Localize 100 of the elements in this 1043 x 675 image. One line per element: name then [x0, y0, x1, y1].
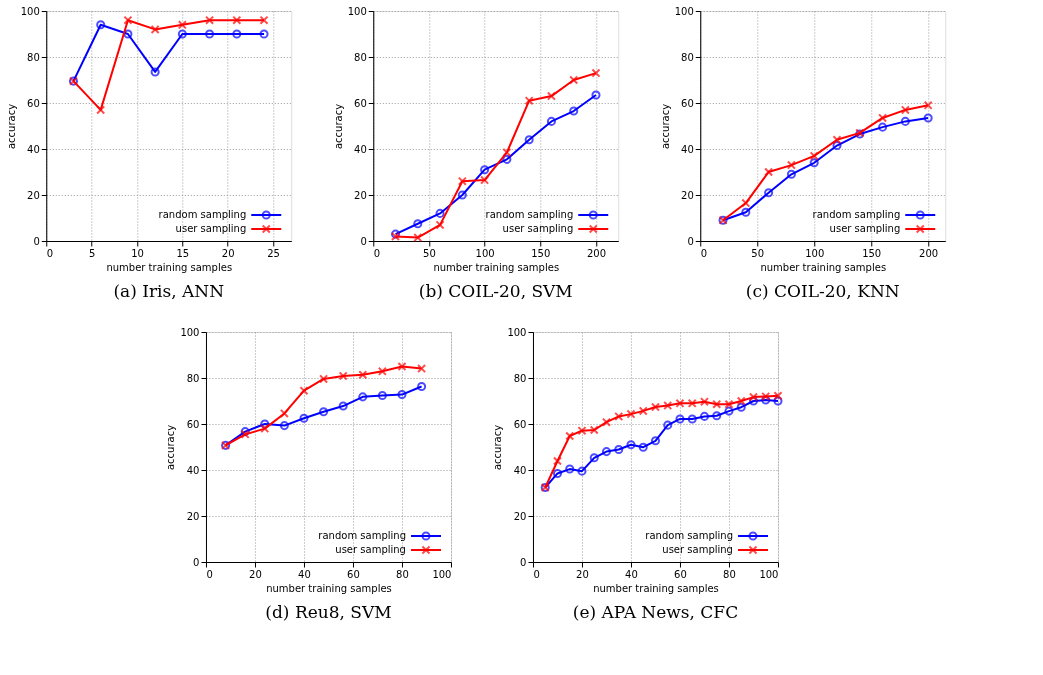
point [748, 392, 759, 402]
point [480, 175, 490, 185]
point [741, 207, 751, 217]
legend-label: random sampling [645, 530, 733, 541]
point [900, 105, 910, 115]
point [457, 176, 467, 186]
point [589, 453, 599, 463]
point [457, 190, 467, 200]
point [761, 395, 771, 405]
y-tick-label: 0 [193, 556, 200, 568]
point [650, 436, 661, 446]
point [663, 401, 673, 411]
point [413, 219, 423, 229]
point [358, 370, 368, 380]
point [338, 371, 348, 381]
point [675, 398, 685, 408]
point [377, 366, 387, 376]
point [764, 188, 774, 198]
y-tick-label: 80 [513, 372, 527, 384]
point [123, 29, 133, 39]
point [524, 96, 534, 106]
x-tick-label: 50 [751, 247, 765, 259]
point [773, 391, 783, 401]
point [900, 116, 910, 126]
point [319, 407, 329, 417]
point [832, 135, 842, 145]
x-tick-label: 20 [221, 247, 235, 259]
point [712, 411, 722, 421]
point [546, 116, 556, 126]
y-tick-label: 40 [513, 464, 527, 476]
point [650, 402, 661, 412]
legend-label: user sampling [829, 223, 901, 234]
x-tick-label: 40 [298, 568, 311, 580]
point [123, 15, 133, 25]
point [299, 386, 309, 396]
y-tick-label: 20 [354, 189, 367, 201]
point [614, 411, 624, 421]
legend-label: random sampling [158, 209, 247, 220]
x-axis-title: number training samples [593, 582, 719, 594]
point [524, 135, 534, 145]
point [699, 397, 710, 407]
text: (a) Iris, ANN [113, 281, 225, 301]
point [614, 445, 624, 455]
point [569, 75, 579, 85]
x-tick-label: 40 [625, 568, 638, 580]
point [724, 406, 734, 416]
y-tick-label: 60 [513, 418, 527, 430]
point [480, 165, 490, 175]
point [577, 426, 587, 436]
x-tick-label: 100 [475, 247, 495, 259]
point [279, 408, 289, 418]
y-axis-title: accuracy [492, 424, 504, 471]
point [205, 15, 215, 25]
y-tick-label: 40 [681, 143, 694, 155]
legend-label: user sampling [175, 223, 247, 234]
point [260, 424, 270, 434]
y-tick-label: 40 [27, 143, 40, 155]
x-tick-label: 0 [46, 247, 54, 259]
x-tick-label: 5 [88, 247, 96, 259]
y-tick-label: 80 [681, 51, 694, 63]
point [712, 399, 722, 409]
text: (d) Reu8, SVM [265, 602, 392, 622]
point [878, 113, 888, 123]
x-tick-label: 100 [805, 247, 825, 259]
x-tick-label: 200 [919, 247, 939, 259]
y-axis-title: accuracy [165, 424, 177, 471]
point [663, 420, 673, 430]
point [832, 141, 842, 151]
x-axis-title: number training samples [106, 261, 233, 273]
x-tick-label: 15 [176, 247, 190, 259]
point [786, 160, 796, 170]
y-tick-label: 60 [186, 418, 200, 430]
point [96, 105, 106, 115]
y-tick-label: 60 [354, 97, 367, 109]
x-axis-title: number training samples [266, 582, 392, 594]
y-tick-label: 100 [180, 326, 200, 338]
legend-label: random sampling [485, 209, 574, 220]
x-tick-label: 0 [373, 247, 381, 259]
point [435, 208, 445, 218]
point [687, 398, 697, 408]
point [150, 24, 160, 34]
y-tick-label: 40 [354, 143, 367, 155]
x-tick-label: 0 [700, 247, 708, 259]
point [232, 29, 242, 39]
point [736, 396, 746, 406]
point [546, 91, 556, 101]
point [377, 390, 387, 401]
y-tick-label: 80 [27, 51, 40, 63]
point [699, 411, 710, 421]
y-tick-label: 100 [674, 5, 694, 17]
x-tick-label: 100 [759, 568, 779, 580]
x-tick-label: 200 [586, 247, 607, 259]
x-tick-label: 10 [131, 247, 144, 259]
y-tick-label: 80 [354, 51, 367, 63]
y-axis-title: accuracy [5, 103, 17, 150]
point [878, 122, 888, 132]
legend-label: random sampling [318, 530, 406, 541]
point [601, 447, 612, 457]
y-tick-label: 60 [681, 97, 694, 109]
point [502, 147, 512, 157]
